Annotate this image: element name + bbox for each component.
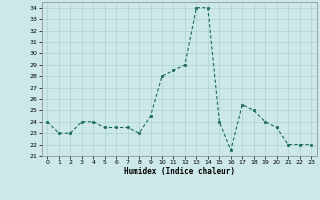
X-axis label: Humidex (Indice chaleur): Humidex (Indice chaleur) [124,167,235,176]
